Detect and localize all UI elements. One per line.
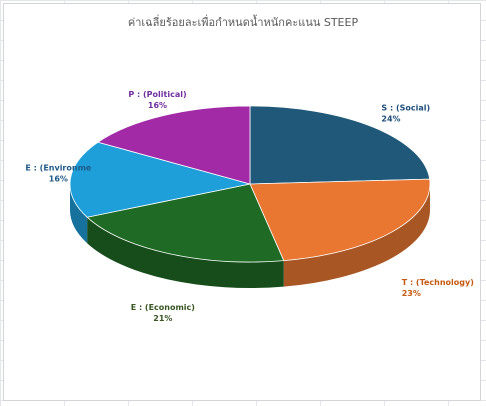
data-label-value: 24%	[381, 114, 400, 123]
data-label-category: T : (Technology)	[402, 278, 474, 287]
pie-slice[interactable]	[249, 178, 431, 262]
data-label-value: 16%	[49, 174, 68, 183]
data-label-category: E : (Environme	[25, 163, 91, 172]
data-label-category: E : (Economic)	[131, 303, 195, 312]
data-label-value: 23%	[402, 289, 421, 298]
pie-slice[interactable]	[69, 141, 251, 218]
data-label-category: P : (Political)	[128, 90, 186, 99]
data-label-value: 21%	[153, 314, 172, 323]
pie-slice[interactable]	[97, 105, 251, 185]
data-label-category: S : (Social)	[381, 103, 430, 112]
data-label-value: 16%	[148, 101, 167, 110]
pie-slice[interactable]	[249, 105, 431, 185]
pie-slice-side	[87, 217, 284, 288]
pie-slice-side	[70, 184, 88, 244]
pie-slice[interactable]	[86, 183, 285, 263]
pie-slice-side	[283, 184, 430, 287]
chart-title: ค่าเฉลี่ยร้อยละเพื่อกำหนดน้ำหนักคะแนน ST…	[127, 16, 359, 29]
